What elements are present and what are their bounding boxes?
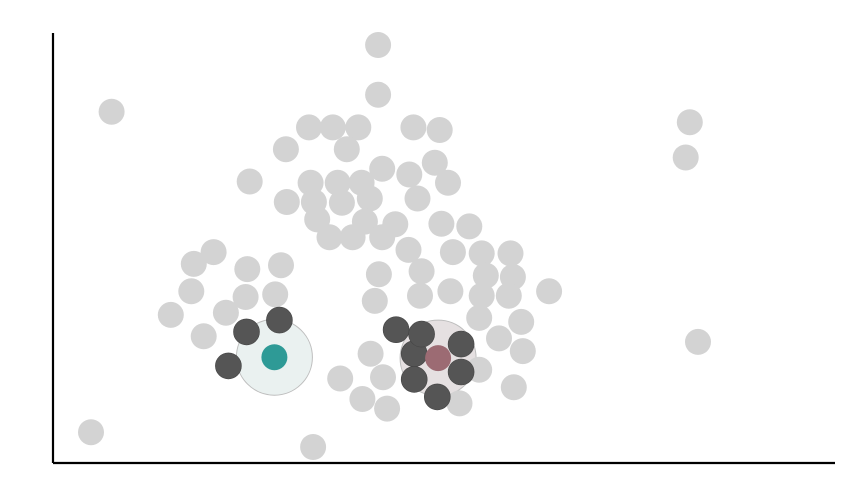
data-point [510, 338, 536, 364]
data-point [435, 170, 461, 196]
data-point [213, 300, 239, 326]
data-point [178, 278, 204, 304]
data-point [409, 258, 435, 284]
data-point [274, 189, 300, 215]
data-point [317, 224, 343, 250]
neighbor-point [424, 384, 450, 410]
data-point [262, 281, 288, 307]
data-point [340, 224, 366, 250]
data-point [191, 323, 217, 349]
data-point [365, 82, 391, 108]
data-point [396, 162, 422, 188]
data-point [440, 239, 466, 265]
data-point [268, 252, 294, 278]
neighbor-point [234, 319, 260, 345]
data-point [437, 278, 463, 304]
data-point [405, 186, 431, 212]
data-point [508, 309, 534, 335]
data-point [536, 278, 562, 304]
data-point [358, 341, 384, 367]
neighbor-point [448, 359, 474, 385]
data-point [501, 374, 527, 400]
data-point [273, 136, 299, 162]
query-point [261, 344, 287, 370]
data-point [296, 114, 322, 140]
data-point [181, 251, 207, 277]
neighbor-point [266, 307, 292, 333]
data-point [365, 32, 391, 58]
neighbor-point [401, 366, 427, 392]
data-point [469, 283, 495, 309]
data-point [400, 114, 426, 140]
data-point [334, 136, 360, 162]
data-point [447, 390, 473, 416]
data-point [407, 283, 433, 309]
data-point [496, 283, 522, 309]
data-point [320, 114, 346, 140]
data-point [362, 288, 388, 314]
data-point [99, 99, 125, 125]
data-point [370, 364, 396, 390]
data-point [456, 213, 482, 239]
data-point [428, 211, 454, 237]
data-point [685, 329, 711, 355]
data-point [357, 186, 383, 212]
data-point [374, 396, 400, 422]
neighbor-point [383, 317, 409, 343]
data-point [673, 145, 699, 171]
data-point [237, 169, 263, 195]
data-point [234, 256, 260, 282]
data-point [486, 325, 512, 351]
data-point [349, 386, 375, 412]
data-point [677, 109, 703, 135]
neighbor-point [215, 353, 241, 379]
data-point [369, 224, 395, 250]
neighbor-point [448, 331, 474, 357]
query-point [425, 345, 451, 371]
data-point [158, 302, 184, 328]
data-point [469, 240, 495, 266]
neighbor-point [409, 321, 435, 347]
data-point [498, 240, 524, 266]
data-point [327, 366, 353, 392]
data-point [300, 434, 326, 460]
data-point [329, 190, 355, 216]
point-layer [78, 32, 711, 460]
data-point [366, 261, 392, 287]
data-point [78, 419, 104, 445]
data-point [427, 117, 453, 143]
data-point [466, 305, 492, 331]
